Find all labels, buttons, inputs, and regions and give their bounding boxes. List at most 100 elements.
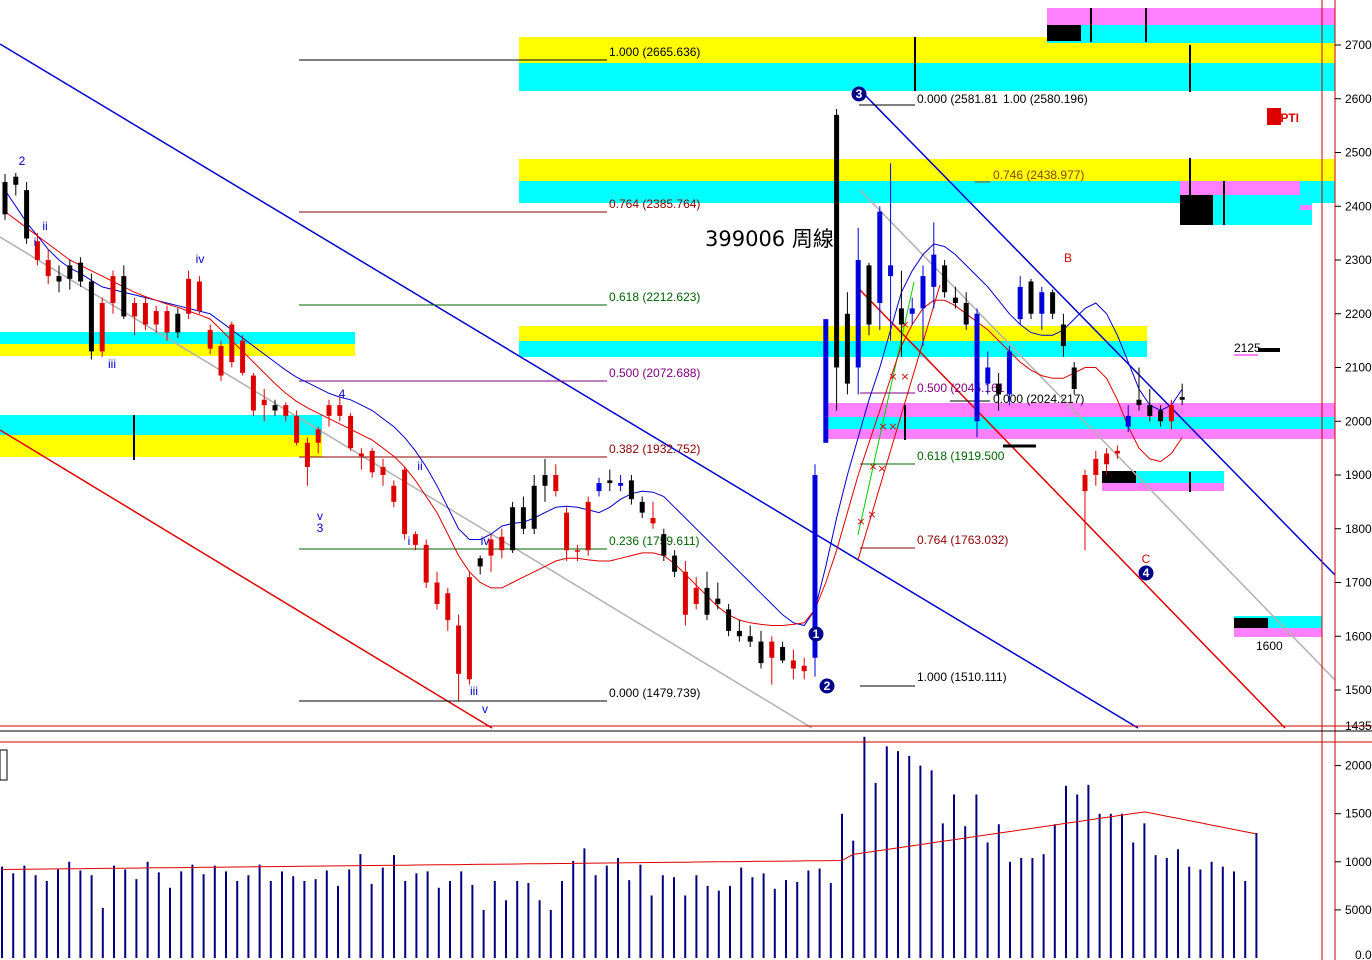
- y-tick-label: 2200: [1345, 307, 1372, 321]
- candle: [769, 636, 775, 685]
- candle: [110, 270, 116, 314]
- candle-body: [358, 453, 364, 457]
- fib-label: 0.382 (1932.752): [609, 442, 700, 456]
- candle-body: [596, 483, 602, 492]
- pti-badge: [1267, 108, 1281, 125]
- candle: [1039, 286, 1045, 330]
- candle-body: [574, 550, 580, 552]
- wave-circle: [1138, 565, 1154, 581]
- volume-tick-label: 1500: [1345, 807, 1372, 821]
- trendline: [0, 43, 1139, 729]
- candle: [1006, 346, 1012, 406]
- candle: [520, 496, 526, 535]
- zone-band: [1300, 205, 1312, 210]
- candle: [996, 372, 1002, 411]
- candle: [229, 321, 235, 368]
- y-tick-label: 1600: [1345, 629, 1372, 643]
- candle-body: [196, 281, 202, 312]
- candle: [510, 501, 516, 553]
- fib-label: 0.236 (1759.611): [609, 534, 700, 548]
- candle-body: [726, 609, 732, 631]
- fib-label: 1.00 (2580.196): [1003, 92, 1088, 106]
- candle-body: [801, 665, 807, 672]
- trendline: [859, 89, 1336, 576]
- price-note-marker: [1234, 354, 1258, 356]
- candle-body: [996, 383, 1002, 395]
- candle: [607, 469, 613, 492]
- candle: [963, 292, 969, 330]
- y-tick-label: 1800: [1345, 522, 1372, 536]
- candle: [596, 477, 602, 497]
- candle-body: [88, 281, 94, 352]
- zone-band: [1102, 483, 1224, 491]
- candle: [250, 372, 256, 416]
- candle-body: [985, 367, 991, 384]
- fan-cross: ×: [878, 420, 887, 433]
- zone-marker: [1180, 195, 1213, 225]
- candle: [898, 270, 904, 357]
- candle-body: [466, 577, 472, 680]
- candle-body: [1179, 397, 1185, 400]
- zone-band: [519, 63, 1335, 91]
- candle-body: [834, 114, 840, 368]
- candle-body: [1050, 292, 1056, 314]
- volume-layer: [1, 736, 1258, 958]
- zone-band: [519, 326, 1147, 341]
- candle-body: [304, 442, 310, 467]
- candle-body: [564, 512, 570, 551]
- candle-body: [186, 278, 192, 314]
- candle: [574, 544, 580, 561]
- candle-body: [445, 593, 451, 621]
- fib-label: 0.764 (2385.764): [609, 197, 700, 211]
- candle: [56, 265, 62, 293]
- candle: [1168, 399, 1174, 430]
- price-note: 2125: [1234, 341, 1261, 355]
- candle: [412, 531, 418, 551]
- candle: [499, 528, 505, 559]
- wave-label: i: [34, 235, 37, 249]
- candle: [844, 292, 850, 395]
- candle-body: [963, 303, 969, 325]
- candle: [326, 399, 332, 427]
- volume-tick-label: 1000: [1345, 855, 1372, 869]
- candle: [1125, 405, 1131, 432]
- candle-body: [348, 415, 354, 449]
- candle-body: [283, 405, 289, 416]
- candle-body: [618, 483, 624, 486]
- candle: [909, 297, 915, 325]
- candle: [931, 222, 937, 309]
- candle: [726, 604, 732, 637]
- candle: [391, 480, 397, 508]
- candle-body: [261, 399, 267, 406]
- candle-body: [661, 534, 667, 556]
- zone-band: [827, 403, 1335, 417]
- candle-body: [520, 507, 526, 529]
- candle: [866, 262, 872, 336]
- candle: [45, 249, 51, 285]
- fib-label: 0.618 (2212.623): [609, 290, 700, 304]
- zone-band: [827, 429, 1335, 439]
- candle: [445, 587, 451, 631]
- candle-body: [110, 276, 116, 303]
- candle-body: [823, 319, 829, 443]
- wave-label: iii: [108, 357, 116, 371]
- candle-body: [1006, 351, 1012, 395]
- candle-body: [672, 555, 678, 572]
- candle: [99, 297, 105, 357]
- y-tick-label: 1500: [1345, 683, 1372, 697]
- candle-body: [1125, 415, 1131, 427]
- candle: [337, 397, 343, 422]
- wave-label: 2: [824, 679, 831, 693]
- candle-body: [434, 582, 440, 604]
- candle-body: [294, 415, 300, 443]
- candle-body: [456, 625, 462, 674]
- candle-body: [99, 303, 105, 352]
- wave-label: ii: [417, 459, 422, 473]
- candle-body: [412, 534, 418, 545]
- candle: [13, 172, 19, 196]
- candle-body: [229, 324, 235, 363]
- candle-body: [164, 311, 170, 333]
- candle-body: [24, 190, 30, 239]
- candles-layer: [2, 108, 1185, 701]
